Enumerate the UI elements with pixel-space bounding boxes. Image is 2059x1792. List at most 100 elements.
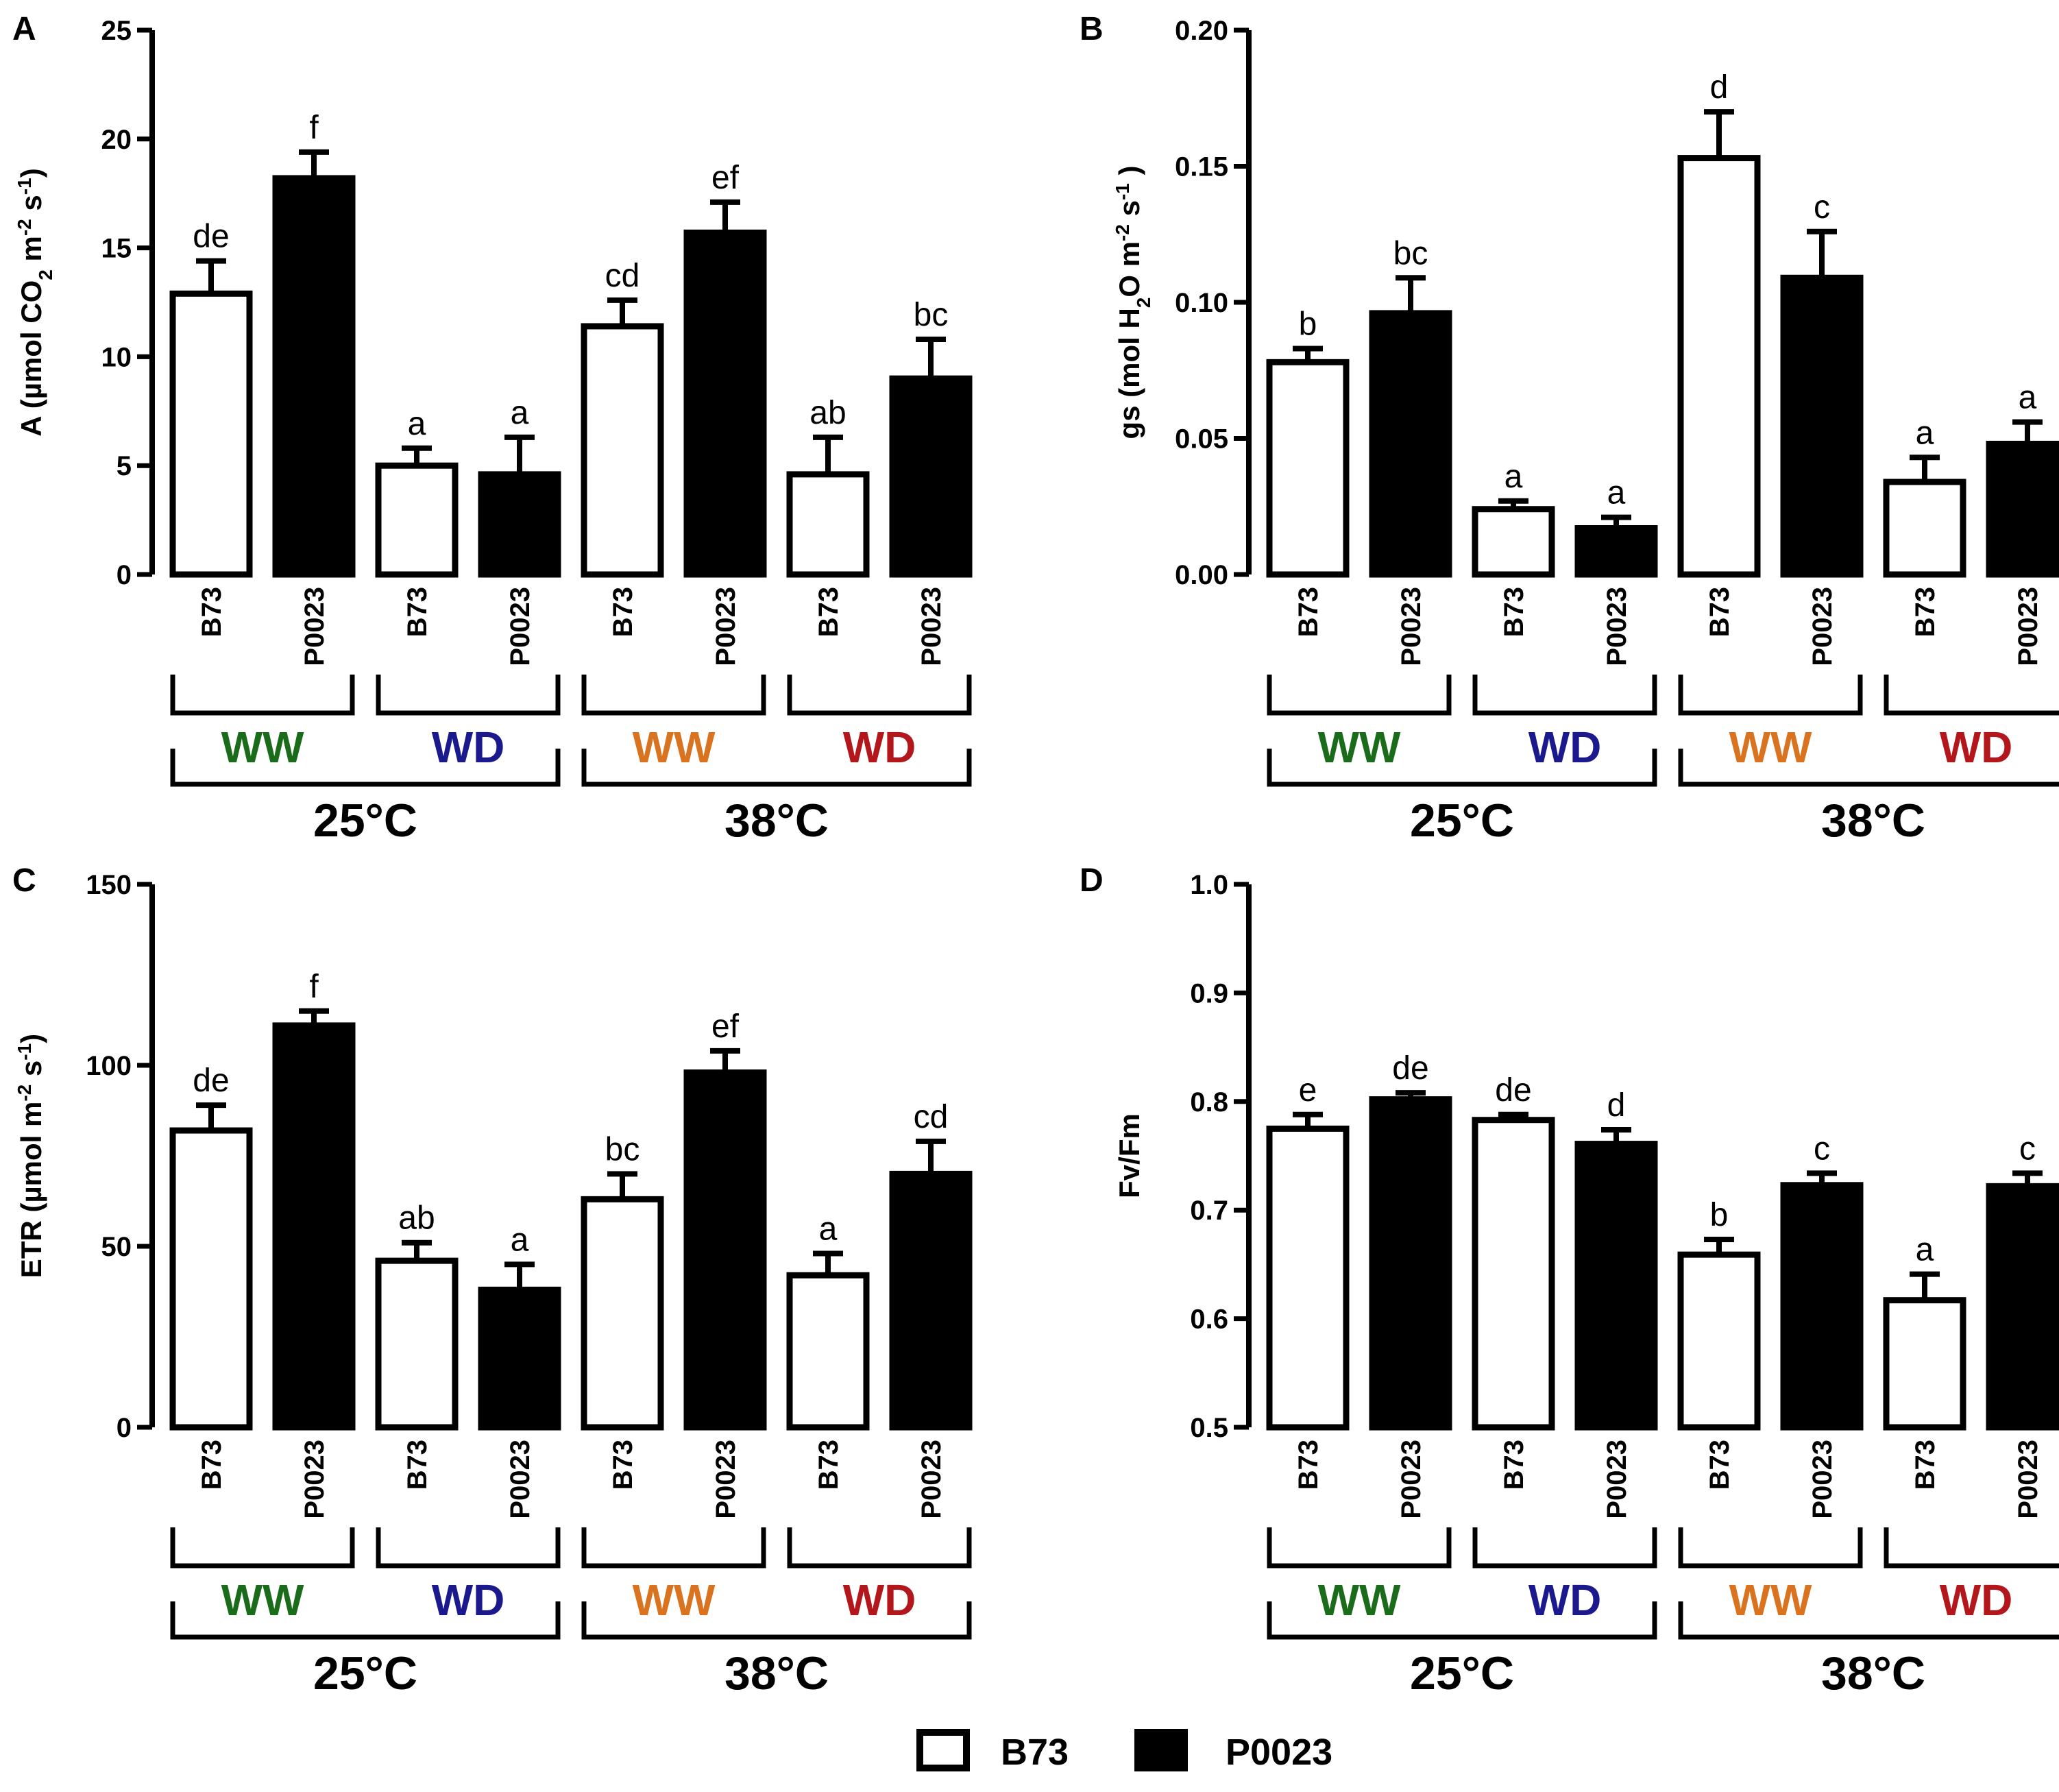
panel-c-treatment-label: WD: [432, 1575, 505, 1625]
panel-d-category-label: P0023: [1602, 1440, 1632, 1519]
panel-b-y-title-sup: -1: [1112, 183, 1133, 200]
panel-a-treatment-label: WD: [432, 723, 505, 772]
panel-c-y-title-part: ETR (µmol m: [15, 1102, 47, 1279]
panel-a-category-label: B73: [402, 587, 432, 637]
panel-d-y-tick-label: 1.0: [1190, 870, 1228, 900]
panel-b-y-tick-label: 0.05: [1175, 424, 1228, 455]
panel-c-treatment-bracket: [581, 1527, 766, 1569]
panel-a-temperature-label: 38°C: [724, 795, 829, 847]
panel-a: A 0 5 10 15 20 25 A (µmol CO2 m-2 s-1) de B73 f P00…: [12, 11, 973, 847]
panel-b-y-title-part: s: [1113, 200, 1145, 224]
panel-a-bar-b73: [375, 462, 459, 578]
legend-swatch-p0023: [1134, 1729, 1188, 1771]
panel-d-category-label: B73: [1910, 1440, 1940, 1490]
panel-b-bar-b73: [1472, 506, 1555, 578]
panel-b-sig-letter: a: [1607, 475, 1626, 511]
panel-a-bar-p0023: [683, 229, 767, 578]
panel-c-temperature-label: 25°C: [313, 1647, 417, 1699]
panel-d-category-label: B73: [1293, 1440, 1324, 1490]
panel-a-y-title-part: s: [15, 195, 47, 219]
panel-c-letter: C: [12, 862, 36, 899]
panel-d-treatment-label: WW: [1729, 1575, 1812, 1625]
panel-a-y-title-part: ): [15, 168, 47, 178]
panel-c-bar-b73: [169, 1127, 253, 1431]
legend: B73 P0023: [916, 1729, 1332, 1773]
panel-d-treatment-label: WW: [1318, 1575, 1401, 1625]
panel-d-y-tick-label: 0.9: [1190, 978, 1228, 1008]
panel-d-treatment-label: WD: [1940, 1575, 2013, 1625]
panel-a-treatment-label: WW: [221, 723, 304, 772]
panel-c-y-tick-label: 0: [117, 1413, 132, 1443]
panel-a-category-label: B73: [197, 587, 227, 637]
panel-d-temperature-bracket: [1678, 1601, 2059, 1640]
panel-c-y-tick-label: 150: [86, 870, 132, 900]
panel-c-temperature-label: 38°C: [724, 1647, 829, 1699]
panel-c-treatment-bracket: [170, 1527, 355, 1569]
panel-c-category-label: P0023: [916, 1440, 947, 1519]
panel-a-treatment-bracket: [376, 675, 561, 716]
panel-c-bar-p0023: [889, 1170, 973, 1431]
panel-d-sig-letter: c: [1814, 1130, 1830, 1167]
panel-b-category-label: P0023: [1807, 587, 1838, 666]
panel-b-treatment-bracket: [1472, 675, 1657, 716]
panel-b-temperature-bracket: [1267, 749, 1657, 787]
panel-b-temperature-bracket: [1678, 749, 2059, 787]
panel-c-sig-letter: cd: [914, 1099, 949, 1135]
panel-d-temperature-label: 38°C: [1821, 1647, 1925, 1699]
panel-a-treatment-label: WD: [843, 723, 916, 772]
panel-d-bar-b73: [1883, 1297, 1966, 1431]
panel-d-treatment-bracket: [1267, 1527, 1452, 1569]
panel-a-sig-letter: f: [309, 110, 319, 146]
panel-b-y-tick-label: 0.10: [1175, 288, 1228, 318]
panel-b-bar-b73: [1883, 479, 1966, 578]
panel-d-bar-p0023: [1574, 1141, 1658, 1431]
panel-b-category-label: B73: [1499, 587, 1529, 637]
panel-c-y-title-sup: -2: [14, 1085, 35, 1102]
panel-a-treatment-bracket: [581, 675, 766, 716]
panel-b-bar-b73: [1266, 359, 1350, 578]
panel-d-y-axis-title: Fv/Fm: [1113, 1113, 1145, 1198]
panel-a-y-tick-label: 20: [101, 125, 132, 155]
panel-c: C 0 50 100 150 ETR (µmol m-2 s-1) de B73 f P0023 a…: [12, 862, 973, 1699]
panel-c-y-title-part: s: [15, 1061, 47, 1085]
panel-b-temperature-label: 38°C: [1821, 795, 1925, 847]
panel-c-sig-letter: a: [511, 1222, 529, 1258]
panel-b-temperature-label: 25°C: [1410, 795, 1514, 847]
panel-c-category-label: B73: [814, 1440, 844, 1490]
panel-c-temperature-bracket: [170, 1601, 561, 1640]
panel-a-bar-b73: [581, 323, 664, 578]
panel-c-treatment-label: WD: [843, 1575, 916, 1625]
panel-a-sig-letter: de: [193, 219, 229, 255]
panel-a-y-title-sup: -1: [14, 178, 35, 195]
legend-swatch-b73: [916, 1729, 970, 1771]
panel-b-y-title-sub: 2: [1133, 298, 1154, 308]
panel-c-sig-letter: bc: [605, 1131, 640, 1167]
panel-a-y-tick-label: 0: [117, 560, 132, 590]
panel-b-treatment-label: WW: [1318, 723, 1401, 772]
panel-d-category-label: P0023: [1807, 1440, 1838, 1519]
panel-c-y-tick-label: 100: [86, 1051, 132, 1081]
panel-c-treatment-bracket: [376, 1527, 561, 1569]
panel-b-treatment-bracket: [1678, 675, 1863, 716]
panel-c-temperature-bracket: [581, 1601, 972, 1640]
panel-d-y-tick-label: 0.7: [1190, 1196, 1228, 1226]
panel-c-y-title-part: ): [15, 1034, 47, 1043]
panel-b-category-label: B73: [1293, 587, 1324, 637]
panel-d-sig-letter: e: [1299, 1072, 1317, 1109]
panel-b-treatment-label: WD: [1940, 723, 2013, 772]
panel-a-y-title-sub: 2: [35, 269, 56, 280]
panel-a-y-tick-label: 15: [101, 234, 132, 264]
panel-b-bar-p0023: [1574, 525, 1658, 578]
panel-b-y-axis-title: gs (mol H2O m-2 s-1 ): [1112, 165, 1154, 439]
panel-a-y-axis-title: A (µmol CO2 m-2 s-1): [14, 168, 56, 436]
panel-c-treatment-label: WW: [633, 1575, 716, 1625]
panel-c-treatment-label: WW: [221, 1575, 304, 1625]
panel-b-y-tick-label: 0.20: [1175, 16, 1228, 46]
panel-c-sig-letter: a: [819, 1211, 838, 1248]
panel-d-bar-p0023: [1986, 1183, 2059, 1431]
panel-c-category-label: P0023: [711, 1440, 741, 1519]
panel-a-bar-p0023: [478, 471, 561, 578]
panel-d-bar-b73: [1472, 1117, 1555, 1431]
panel-a-temperature-bracket: [170, 749, 561, 787]
panel-d-bar-b73: [1266, 1125, 1350, 1431]
